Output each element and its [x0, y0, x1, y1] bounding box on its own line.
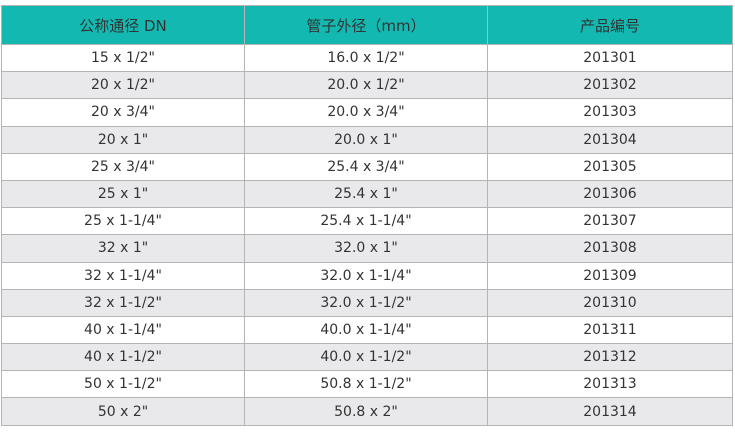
cell-product-code: 201313 [487, 370, 733, 399]
table-row: 20 x 1" 20.0 x 1" 201304 [1, 125, 733, 154]
cell-nominal-diameter: 32 x 1-1/4" [1, 261, 245, 290]
cell-outer-diameter: 40.0 x 1-1/2" [244, 343, 488, 372]
cell-nominal-diameter: 15 x 1/2" [1, 43, 245, 73]
header-outer-diameter: 管子外径（mm） [244, 5, 488, 45]
cell-product-code: 201314 [487, 397, 733, 426]
table-row: 20 x 3/4" 20.0 x 3/4" 201303 [1, 98, 733, 127]
cell-nominal-diameter: 50 x 1-1/2" [1, 370, 245, 399]
table-row: 40 x 1-1/2" 40.0 x 1-1/2" 201312 [1, 343, 733, 372]
cell-nominal-diameter: 20 x 1" [1, 125, 245, 154]
cell-outer-diameter: 25.4 x 1" [244, 179, 488, 209]
table-row: 15 x 1/2" 16.0 x 1/2" 201301 [1, 43, 733, 73]
cell-outer-diameter: 25.4 x 1-1/4" [244, 207, 488, 236]
cell-nominal-diameter: 32 x 1" [1, 234, 245, 263]
table-row: 25 x 3/4" 25.4 x 3/4" 201305 [1, 152, 733, 181]
table-row: 20 x 1/2" 20.0 x 1/2" 201302 [1, 71, 733, 100]
product-spec-table: 公称通径 DN 管子外径（mm） 产品编号 15 x 1/2" 16.0 x 1/… [1, 5, 733, 426]
cell-nominal-diameter: 20 x 3/4" [1, 98, 245, 127]
cell-product-code: 201303 [487, 98, 733, 127]
cell-product-code: 201310 [487, 288, 733, 317]
table-row: 32 x 1-1/2" 32.0 x 1-1/2" 201310 [1, 288, 733, 317]
cell-nominal-diameter: 25 x 1" [1, 179, 245, 209]
cell-outer-diameter: 32.0 x 1" [244, 234, 488, 263]
table-row: 50 x 1-1/2" 50.8 x 1-1/2" 201313 [1, 370, 733, 399]
cell-product-code: 201311 [487, 315, 733, 345]
cell-outer-diameter: 25.4 x 3/4" [244, 152, 488, 181]
header-nominal-diameter: 公称通径 DN [1, 5, 245, 45]
table-row: 25 x 1-1/4" 25.4 x 1-1/4" 201307 [1, 207, 733, 236]
cell-outer-diameter: 20.0 x 3/4" [244, 98, 488, 127]
cell-outer-diameter: 40.0 x 1-1/4" [244, 315, 488, 345]
header-row: 公称通径 DN 管子外径（mm） 产品编号 [1, 5, 733, 45]
cell-nominal-diameter: 25 x 3/4" [1, 152, 245, 181]
cell-nominal-diameter: 25 x 1-1/4" [1, 207, 245, 236]
cell-nominal-diameter: 50 x 2" [1, 397, 245, 426]
cell-nominal-diameter: 40 x 1-1/2" [1, 343, 245, 372]
cell-product-code: 201308 [487, 234, 733, 263]
table-row: 32 x 1-1/4" 32.0 x 1-1/4" 201309 [1, 261, 733, 290]
cell-nominal-diameter: 32 x 1-1/2" [1, 288, 245, 317]
cell-product-code: 201302 [487, 71, 733, 100]
cell-product-code: 201301 [487, 43, 733, 73]
cell-outer-diameter: 16.0 x 1/2" [244, 43, 488, 73]
cell-outer-diameter: 32.0 x 1-1/2" [244, 288, 488, 317]
cell-product-code: 201306 [487, 179, 733, 209]
header-product-code: 产品编号 [487, 5, 733, 45]
table-row: 40 x 1-1/4" 40.0 x 1-1/4" 201311 [1, 315, 733, 345]
cell-outer-diameter: 20.0 x 1" [244, 125, 488, 154]
cell-outer-diameter: 50.8 x 1-1/2" [244, 370, 488, 399]
cell-outer-diameter: 50.8 x 2" [244, 397, 488, 426]
cell-outer-diameter: 20.0 x 1/2" [244, 71, 488, 100]
table-row: 32 x 1" 32.0 x 1" 201308 [1, 234, 733, 263]
cell-product-code: 201307 [487, 207, 733, 236]
cell-product-code: 201304 [487, 125, 733, 154]
table-row: 50 x 2" 50.8 x 2" 201314 [1, 397, 733, 426]
cell-nominal-diameter: 40 x 1-1/4" [1, 315, 245, 345]
cell-product-code: 201312 [487, 343, 733, 372]
cell-outer-diameter: 32.0 x 1-1/4" [244, 261, 488, 290]
cell-nominal-diameter: 20 x 1/2" [1, 71, 245, 100]
cell-product-code: 201305 [487, 152, 733, 181]
table-row: 25 x 1" 25.4 x 1" 201306 [1, 179, 733, 209]
cell-product-code: 201309 [487, 261, 733, 290]
